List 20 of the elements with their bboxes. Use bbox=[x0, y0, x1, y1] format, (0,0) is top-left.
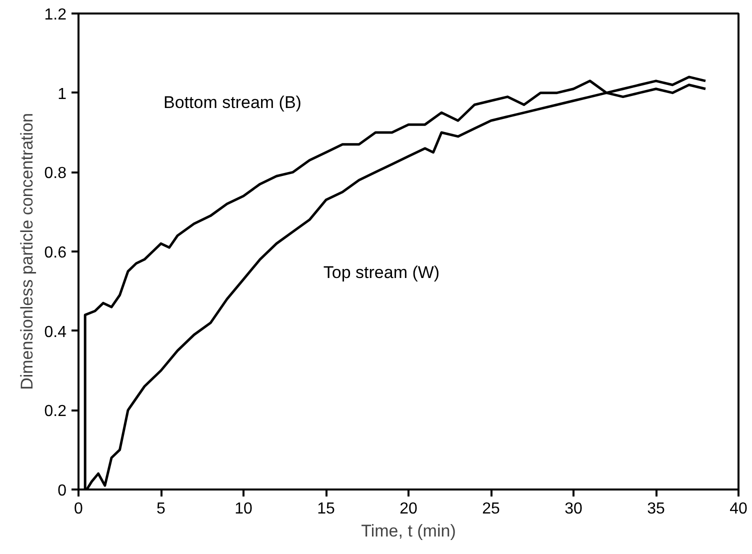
y-tick-label: 0.4 bbox=[44, 324, 67, 341]
x-tick-label: 15 bbox=[317, 500, 335, 518]
x-tick-label: 30 bbox=[564, 500, 582, 518]
text: Top stream (W) bbox=[323, 263, 440, 282]
x-tick-label: 20 bbox=[400, 500, 418, 518]
y-axis-title: Dimensionless particle concentration bbox=[17, 113, 36, 390]
x-tick-label: 40 bbox=[730, 500, 748, 518]
y-tick-label: 0 bbox=[58, 482, 67, 500]
x-tick-label: 35 bbox=[647, 500, 665, 518]
y-tick-label: 0.6 bbox=[44, 244, 67, 262]
text: Bottom stream (B) bbox=[164, 93, 302, 112]
x-tick-label: 10 bbox=[234, 500, 252, 518]
y-tick-label: 1 bbox=[58, 86, 67, 103]
y-tick-label: 1.2 bbox=[44, 6, 67, 24]
x-axis-title: Time, t (min) bbox=[361, 522, 456, 540]
x-tick-label: 25 bbox=[482, 500, 500, 518]
y-tick-label: 0.2 bbox=[44, 403, 67, 420]
x-tick-label: 0 bbox=[74, 500, 84, 518]
y-tick-label: 0.8 bbox=[44, 165, 67, 182]
x-tick-label: 5 bbox=[156, 500, 166, 518]
